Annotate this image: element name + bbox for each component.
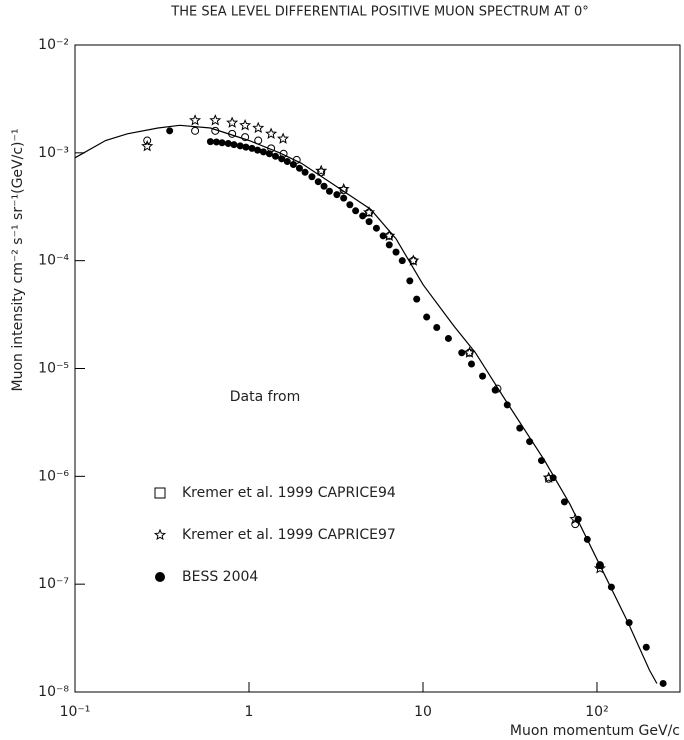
y-tick-label: 10⁻⁷ [38, 576, 69, 592]
point [189, 114, 202, 126]
point [320, 182, 328, 190]
point [458, 349, 466, 357]
y-tick-label: 10⁻² [38, 37, 69, 53]
point [593, 562, 606, 574]
point [283, 158, 291, 166]
point [277, 132, 290, 144]
point [241, 133, 250, 142]
x-tick-label: 10 [414, 704, 432, 720]
point [314, 178, 322, 186]
point [236, 142, 244, 150]
point [259, 148, 267, 156]
point [252, 121, 265, 134]
point [560, 498, 568, 506]
y-axis-label: Muon intensity cm⁻² s⁻¹ sr⁻¹(GeV/c)⁻¹ [10, 129, 26, 392]
y-tick-label: 10⁻⁴ [38, 253, 69, 269]
legend-marker [154, 487, 166, 499]
point [392, 248, 400, 256]
point [407, 254, 420, 266]
point [218, 139, 226, 147]
x-axis-label: Muon momentum GeV/c [510, 723, 680, 739]
legend-label: Kremer et al. 1999 CAPRICE97 [182, 527, 396, 543]
point [365, 218, 373, 226]
point [224, 140, 232, 148]
plot-frame [74, 44, 681, 693]
point [226, 116, 239, 128]
point [206, 138, 214, 146]
legend-marker [155, 572, 165, 582]
point [295, 164, 303, 172]
point [289, 160, 297, 168]
point [433, 324, 441, 332]
y-tick-label: 10⁻⁶ [38, 468, 69, 484]
point [141, 139, 154, 152]
point [398, 257, 406, 265]
point [271, 152, 279, 160]
point [339, 186, 348, 195]
point [308, 173, 316, 181]
point [479, 372, 487, 380]
point [143, 136, 152, 145]
point [212, 138, 220, 146]
point [444, 334, 452, 342]
point [372, 224, 380, 232]
point [265, 127, 278, 139]
point [301, 168, 309, 176]
x-tick-label: 1 [245, 704, 254, 720]
point [359, 212, 367, 220]
point [385, 241, 393, 249]
x-tick-label: 10² [585, 704, 608, 720]
legend-marker [153, 528, 167, 541]
point [248, 144, 256, 152]
point [166, 127, 174, 135]
point [406, 277, 414, 285]
curve [74, 124, 658, 684]
point [379, 232, 387, 240]
annotation: Data from [230, 389, 300, 405]
point [413, 295, 421, 303]
point [333, 191, 341, 199]
point [467, 360, 475, 368]
point [423, 313, 431, 321]
point [230, 141, 238, 149]
point [463, 346, 476, 358]
y-tick-label: 10⁻⁵ [38, 361, 69, 377]
point [278, 155, 286, 163]
point [642, 643, 650, 651]
legend-label: Kremer et al. 1999 CAPRICE94 [182, 485, 396, 501]
y-tick-label: 10⁻⁸ [38, 684, 69, 700]
point [315, 164, 328, 176]
legend-label: BESS 2004 [182, 569, 258, 585]
point [516, 424, 524, 432]
x-tick-label: 10⁻¹ [60, 704, 91, 720]
point [254, 146, 262, 154]
point [242, 143, 250, 151]
chart-title: THE SEA LEVEL DIFFERENTIAL POSITIVE MUON… [170, 5, 588, 20]
point [491, 386, 499, 394]
point [209, 114, 222, 126]
point [191, 126, 200, 135]
point [239, 118, 252, 131]
point [352, 207, 360, 215]
point [265, 150, 273, 158]
point [340, 194, 348, 202]
point [325, 187, 333, 195]
point [346, 201, 354, 209]
y-tick-label: 10⁻³ [38, 145, 69, 161]
point [659, 679, 667, 687]
